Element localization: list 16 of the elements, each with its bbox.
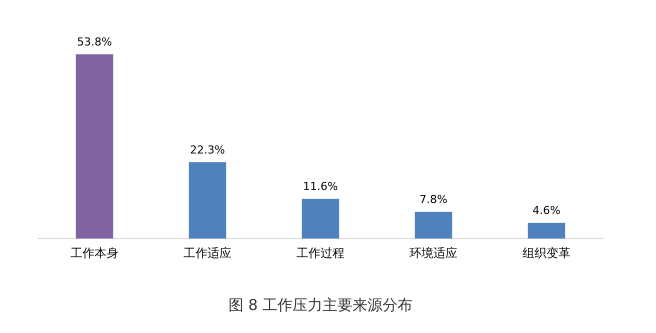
data-label: 4.6% [532, 204, 560, 218]
bar [76, 54, 114, 239]
bar [528, 222, 566, 239]
data-label: 7.8% [420, 193, 448, 206]
data-label: 22.3% [190, 144, 225, 157]
bar [302, 198, 340, 239]
data-label: 53.8% [77, 36, 112, 49]
data-label: 11.6% [303, 180, 338, 194]
x-tick-label: 环境适应 [410, 246, 458, 260]
bar [188, 162, 226, 239]
x-tick-label: 组织变革 [522, 246, 570, 260]
bar [414, 212, 452, 239]
text: 图 8 工作压力主要来源分布 [228, 296, 413, 314]
x-tick-label: 工作适应 [184, 246, 232, 260]
x-tick-label: 工作本身 [70, 246, 118, 260]
x-tick-label: 工作过程 [296, 246, 344, 260]
